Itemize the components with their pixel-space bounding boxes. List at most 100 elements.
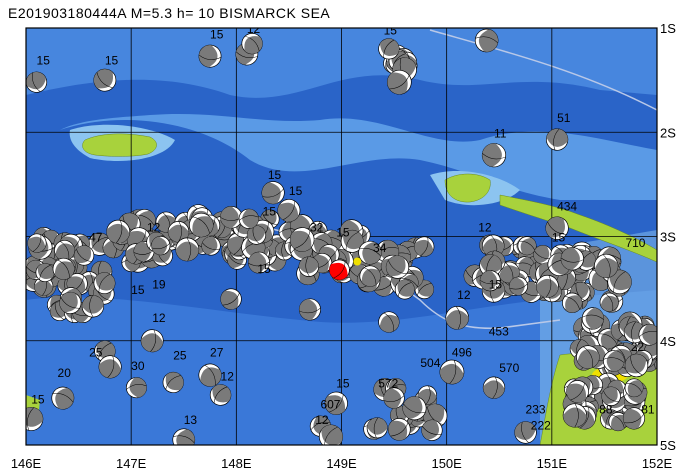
depth-label: 25 — [89, 345, 103, 359]
depth-label: 504 — [420, 356, 440, 370]
historical-mechanism — [248, 251, 270, 274]
shelf-mid — [60, 113, 657, 200]
lon-tick-label: 146E — [11, 456, 42, 471]
historical-mechanism — [533, 245, 553, 265]
historical-mechanism — [59, 291, 82, 314]
depth-label: 453 — [489, 325, 509, 339]
historical-mechanism — [445, 306, 469, 330]
historical-mechanism — [514, 421, 537, 444]
depth-label: 15 — [405, 2, 419, 16]
historical-mechanism — [387, 69, 412, 95]
depth-label: 19 — [152, 278, 166, 292]
depth-label: 81 — [641, 403, 655, 417]
historical-mechanism — [601, 386, 621, 406]
historical-mechanism — [638, 323, 657, 346]
historical-mechanism — [385, 255, 410, 279]
depth-label: 22 — [631, 340, 645, 354]
new-ireland — [499, 194, 657, 263]
lon-tick-label: 152E — [642, 456, 673, 471]
depth-labels: 15 15 15 12 15 15 12 11 51 15 15 15 32 15 34 434 12 47 19 1… — [31, 2, 655, 432]
plate-boundary — [429, 29, 657, 111]
depth-label: 12 — [221, 369, 235, 383]
depth-label: 710 — [625, 236, 645, 250]
lon-tick-label: 149E — [326, 456, 357, 471]
historical-mechanism — [402, 396, 427, 421]
depth-label: 15 — [131, 283, 145, 297]
historical-mechanism — [209, 384, 232, 406]
historical-mechanism — [201, 236, 221, 256]
map-title: E201903180444A M=5.3 h= 10 BISMARCK SEA — [8, 5, 331, 21]
depth-label: 15 — [263, 205, 277, 219]
lat-tick-label: 2S — [660, 125, 676, 140]
depth-label: 15 — [210, 27, 224, 41]
historical-mechanism — [324, 391, 348, 415]
depth-label: 12 — [478, 9, 492, 23]
historical-mechanism — [93, 272, 116, 295]
historical-mechanism — [27, 233, 47, 253]
lon-tick-label: 148E — [221, 456, 252, 471]
depth-label: 34 — [373, 241, 387, 255]
historical-mechanism — [151, 235, 171, 256]
historical-mechanism — [608, 412, 628, 432]
historical-mechanism — [576, 345, 600, 369]
historical-mechanism — [566, 380, 589, 403]
depth-label: 30 — [131, 359, 145, 373]
axis-labels: 146E 147E 148E 149E 150E 151E 152E 1S 2S 3S 4S 5S — [11, 21, 676, 471]
depth-label: 12 — [478, 220, 492, 234]
depth-label: 607 — [320, 398, 340, 412]
lat-tick-label: 3S — [660, 230, 676, 245]
historical-mechanism — [52, 257, 75, 280]
depth-label: 88 — [599, 403, 613, 417]
historical-mechanism — [439, 359, 465, 385]
historical-mechanism — [607, 269, 632, 295]
depth-label: 233 — [526, 403, 546, 417]
historical-mechanism — [175, 237, 200, 262]
historical-mechanism — [51, 386, 75, 410]
depth-label: 434 — [557, 199, 577, 213]
depth-label: 11 — [494, 126, 507, 140]
historical-mechanism — [81, 295, 105, 318]
historical-mechanism — [318, 424, 344, 445]
historical-mechanism — [172, 428, 196, 445]
depth-label: 15 — [489, 278, 503, 292]
target-event-mechanism — [329, 259, 350, 281]
historical-mechanism — [358, 240, 382, 265]
new-hanover — [444, 173, 491, 203]
depth-label: 15 — [384, 23, 398, 37]
depth-label: 15 — [268, 168, 282, 182]
historical-mechanism — [340, 229, 364, 253]
lon-tick-label: 151E — [537, 456, 568, 471]
depth-label: 15 — [105, 53, 119, 67]
historical-mechanism — [479, 254, 503, 277]
depth-label: 15 — [336, 226, 350, 240]
depth-label: 12 — [315, 413, 329, 427]
depth-label: 222 — [531, 418, 551, 432]
historical-mechanism — [106, 219, 131, 244]
historical-mechanism — [624, 353, 649, 378]
historical-mechanism — [289, 227, 315, 252]
historical-mechanism — [603, 350, 625, 372]
historical-mechanism — [482, 376, 506, 399]
lat-tick-label: 1S — [660, 21, 676, 36]
depth-label: 15 — [37, 53, 51, 67]
historical-mechanism — [421, 419, 443, 441]
historical-mechanism — [73, 245, 95, 266]
depth-label: 25 — [173, 349, 187, 363]
depth-label: 51 — [557, 111, 571, 125]
historical-mechanism — [35, 263, 55, 283]
historical-mechanism — [517, 236, 537, 256]
historical-mechanism — [560, 247, 584, 271]
historical-mechanism — [599, 292, 619, 312]
lon-tick-label: 150E — [431, 456, 462, 471]
historical-mechanism — [298, 298, 321, 321]
historical-mechanism — [26, 406, 44, 431]
depth-label: 15 — [257, 262, 271, 276]
focal-mechanisms — [26, 28, 657, 445]
historical-mechanism — [198, 363, 222, 387]
map-frame — [25, 27, 658, 446]
historical-mechanism — [388, 418, 411, 441]
lat-tick-label: 4S — [660, 334, 676, 349]
historical-mechanism — [359, 265, 381, 287]
historical-mechanism — [220, 288, 242, 310]
